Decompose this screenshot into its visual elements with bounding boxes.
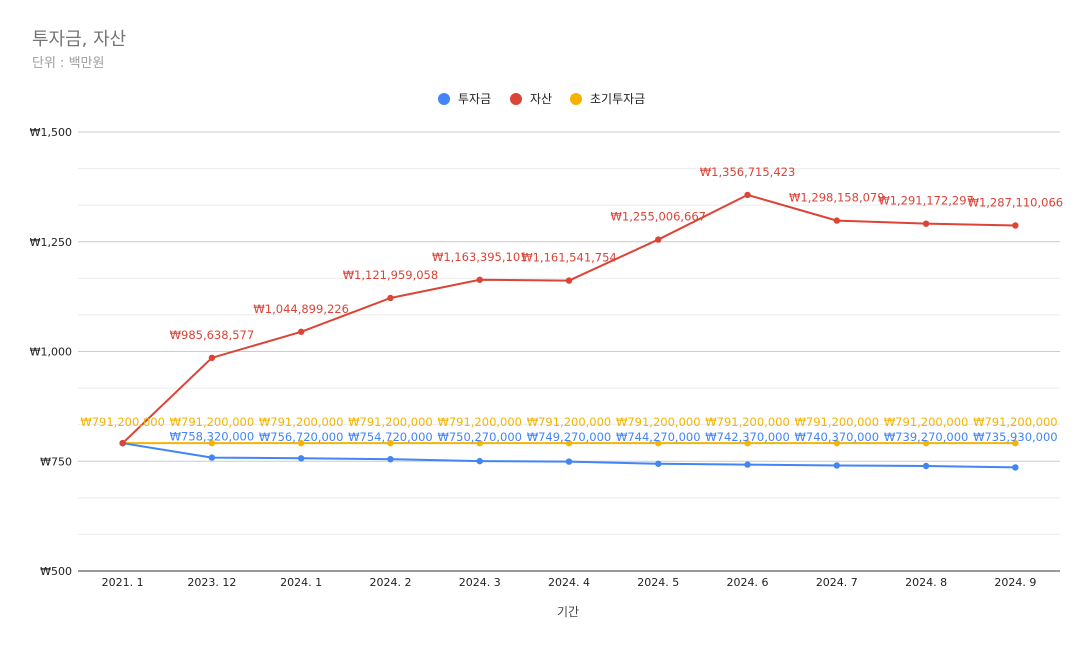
- chart-subtitle: 단위 : 백만원: [32, 56, 104, 71]
- data-label: ₩1,044,899,226: [253, 302, 349, 316]
- data-label: ₩749,270,000: [527, 430, 612, 444]
- data-point[interactable]: [208, 439, 216, 447]
- data-point[interactable]: [208, 354, 216, 362]
- data-point[interactable]: [119, 439, 126, 447]
- series-line-2: [121, 193, 1016, 444]
- data-labels: ₩758,320,000 ₩756,720,000 ₩754,720,000 ₩750…: [80, 165, 1063, 444]
- x-tick-label: 2024. 6: [727, 576, 769, 589]
- data-label: ₩1,121,959,058: [343, 268, 439, 282]
- data-label: ₩758,320,000: [170, 430, 255, 444]
- data-label: ₩791,200,000: [80, 415, 165, 429]
- data-point[interactable]: [833, 439, 841, 447]
- legend-label: 초기투자금: [590, 92, 645, 106]
- data-point[interactable]: [1012, 464, 1019, 471]
- legend-marker: [438, 93, 450, 105]
- series-group: [119, 191, 1019, 471]
- x-tick-label: 2024. 3: [459, 576, 501, 589]
- x-axis-label: 기간: [557, 605, 579, 619]
- data-label: ₩1,298,158,079: [789, 191, 885, 205]
- data-point[interactable]: [476, 439, 483, 447]
- data-point[interactable]: [744, 191, 751, 199]
- data-point[interactable]: [565, 439, 573, 447]
- data-label: ₩1,163,395,101: [432, 250, 528, 264]
- x-tick-label: 2024. 4: [548, 576, 590, 589]
- legend[interactable]: 투자금 자산 초기투자금: [438, 92, 645, 106]
- data-label: ₩1,291,172,297: [878, 194, 974, 208]
- data-point[interactable]: [655, 460, 662, 467]
- y-axis: ₩500 ₩750 ₩1,000 ₩1,250 ₩1,500: [30, 126, 72, 578]
- data-point[interactable]: [833, 217, 841, 224]
- data-label: ₩754,720,000: [348, 430, 433, 444]
- legend-item-1[interactable]: 투자금: [438, 92, 491, 106]
- y-tick-label: ₩750: [40, 455, 72, 468]
- y-tick-label: ₩1,250: [30, 236, 72, 249]
- data-point[interactable]: [922, 462, 930, 470]
- x-tick-label: 2024. 2: [369, 576, 411, 589]
- data-label: ₩750,270,000: [437, 430, 522, 444]
- data-label: ₩744,270,000: [616, 430, 701, 444]
- data-label: ₩791,200,000: [527, 415, 612, 429]
- data-label: ₩1,356,715,423: [700, 165, 796, 179]
- data-point[interactable]: [922, 220, 930, 227]
- data-point[interactable]: [476, 276, 483, 283]
- data-label: ₩1,287,110,066: [968, 195, 1064, 209]
- data-label: ₩791,200,000: [705, 415, 790, 429]
- x-tick-label: 2024. 1: [280, 576, 322, 589]
- y-tick-label: ₩1,500: [30, 126, 72, 139]
- legend-label: 자산: [530, 92, 552, 106]
- legend-item-2[interactable]: 자산: [510, 92, 552, 106]
- data-point[interactable]: [297, 439, 305, 447]
- data-point[interactable]: [476, 457, 483, 465]
- data-point[interactable]: [744, 439, 751, 447]
- data-point[interactable]: [922, 439, 930, 447]
- data-label: ₩791,200,000: [348, 415, 433, 429]
- data-label: ₩756,720,000: [259, 430, 344, 444]
- x-axis: 2021. 1 2023. 12 2024. 1 2024. 2 2024. 3 2024…: [102, 576, 1037, 589]
- data-point[interactable]: [833, 462, 841, 469]
- data-label: ₩739,270,000: [884, 430, 969, 444]
- legend-item-3[interactable]: 초기투자금: [570, 92, 645, 106]
- data-point[interactable]: [1012, 439, 1019, 447]
- data-label: ₩791,200,000: [170, 415, 255, 429]
- data-label: ₩1,255,006,667: [611, 210, 707, 224]
- x-tick-label: 2023. 12: [187, 576, 236, 589]
- gridlines: [78, 131, 1060, 572]
- data-point[interactable]: [1012, 222, 1019, 229]
- data-point[interactable]: [744, 461, 751, 468]
- data-point[interactable]: [297, 328, 305, 335]
- legend-marker: [510, 93, 522, 105]
- chart-title: 투자금, 자산: [32, 29, 126, 50]
- legend-marker: [570, 93, 582, 105]
- y-tick-label: ₩500: [40, 565, 72, 578]
- data-point[interactable]: [655, 236, 662, 243]
- data-label: ₩791,200,000: [884, 415, 969, 429]
- data-label: ₩791,200,000: [973, 415, 1058, 429]
- data-point[interactable]: [208, 454, 216, 461]
- data-label: ₩740,370,000: [795, 430, 880, 444]
- data-point[interactable]: [387, 294, 394, 302]
- data-point[interactable]: [565, 458, 573, 465]
- data-point[interactable]: [655, 439, 662, 447]
- y-tick-label: ₩1,000: [30, 346, 72, 359]
- x-tick-label: 2024. 9: [994, 576, 1036, 589]
- data-point[interactable]: [387, 439, 394, 447]
- data-label: ₩791,200,000: [259, 415, 344, 429]
- x-tick-label: 2021. 1: [102, 576, 144, 589]
- x-tick-label: 2024. 7: [816, 576, 858, 589]
- data-label: ₩985,638,577: [170, 328, 255, 342]
- data-point[interactable]: [565, 277, 573, 284]
- legend-label: 투자금: [458, 92, 491, 106]
- data-point[interactable]: [387, 455, 394, 463]
- x-tick-label: 2024. 5: [637, 576, 679, 589]
- data-label: ₩791,200,000: [795, 415, 880, 429]
- data-label: ₩791,200,000: [616, 415, 701, 429]
- data-point[interactable]: [297, 455, 305, 462]
- data-label: ₩791,200,000: [437, 415, 522, 429]
- data-label: ₩742,370,000: [705, 430, 790, 444]
- data-label: ₩1,161,541,754: [521, 251, 617, 265]
- x-tick-label: 2024. 8: [905, 576, 947, 589]
- data-label: ₩735,930,000: [973, 430, 1058, 444]
